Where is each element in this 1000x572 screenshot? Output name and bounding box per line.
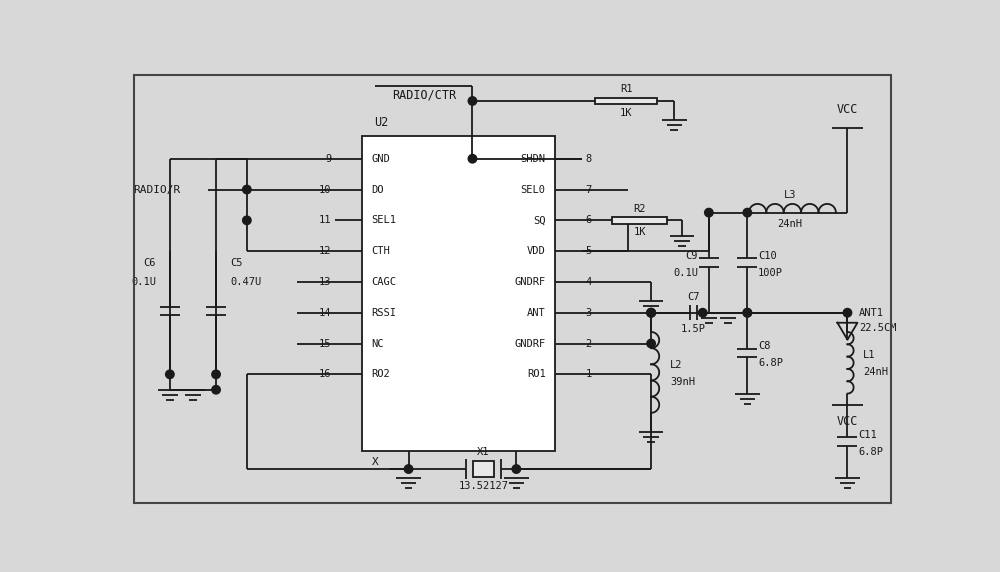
Text: SEL0: SEL0 <box>521 185 546 194</box>
Text: RADIO/R: RADIO/R <box>134 185 181 194</box>
Text: ANT: ANT <box>527 308 546 317</box>
Text: 0.1U: 0.1U <box>673 268 698 277</box>
Text: U2: U2 <box>374 117 388 129</box>
Text: ANT1: ANT1 <box>859 308 884 317</box>
Text: R1: R1 <box>620 85 632 94</box>
Text: 7: 7 <box>586 185 592 194</box>
Text: 100P: 100P <box>758 268 783 277</box>
Text: SEL1: SEL1 <box>372 215 397 225</box>
Circle shape <box>512 465 521 473</box>
Text: RO2: RO2 <box>372 370 390 379</box>
Circle shape <box>698 308 707 317</box>
Text: GND: GND <box>372 154 390 164</box>
Text: 1.5P: 1.5P <box>681 324 706 333</box>
Text: VCC: VCC <box>837 104 858 116</box>
Circle shape <box>212 386 220 394</box>
Text: GNDRF: GNDRF <box>514 339 546 348</box>
Text: 13: 13 <box>319 277 332 287</box>
Circle shape <box>743 308 752 317</box>
Text: R2: R2 <box>633 204 646 214</box>
Text: VCC: VCC <box>837 415 858 428</box>
Circle shape <box>468 154 477 163</box>
Text: C7: C7 <box>687 292 700 302</box>
Text: 13.52127: 13.52127 <box>459 482 509 491</box>
Circle shape <box>166 370 174 379</box>
Text: SHDN: SHDN <box>521 154 546 164</box>
Text: 9: 9 <box>325 154 332 164</box>
Text: DO: DO <box>372 185 384 194</box>
Text: 11: 11 <box>319 215 332 225</box>
Text: SQ: SQ <box>533 215 546 225</box>
Text: 10: 10 <box>319 185 332 194</box>
Circle shape <box>843 308 852 317</box>
Text: 15: 15 <box>319 339 332 348</box>
Circle shape <box>743 308 752 317</box>
Circle shape <box>647 339 655 348</box>
Circle shape <box>743 208 752 217</box>
Text: 5: 5 <box>586 246 592 256</box>
Text: RO1: RO1 <box>527 370 546 379</box>
Text: 6.8P: 6.8P <box>858 447 883 456</box>
Text: X1: X1 <box>477 447 490 456</box>
Bar <box>473 462 494 476</box>
Text: CTH: CTH <box>372 246 390 256</box>
Text: 0.47U: 0.47U <box>230 277 261 287</box>
Text: RADIO/CTR: RADIO/CTR <box>392 88 456 101</box>
Circle shape <box>705 208 713 217</box>
Text: 4: 4 <box>586 277 592 287</box>
Bar <box>595 97 657 105</box>
Bar <box>612 217 667 224</box>
Text: NC: NC <box>372 339 384 348</box>
Circle shape <box>647 308 655 317</box>
Text: 22.5CM: 22.5CM <box>859 323 896 333</box>
Circle shape <box>647 308 655 317</box>
Text: C8: C8 <box>758 341 771 351</box>
Circle shape <box>468 97 477 105</box>
Text: 6: 6 <box>586 215 592 225</box>
Bar <box>362 136 555 451</box>
Text: 0.1U: 0.1U <box>131 277 156 287</box>
Text: 6.8P: 6.8P <box>758 358 783 368</box>
Text: GNDRF: GNDRF <box>514 277 546 287</box>
Text: RSSI: RSSI <box>372 308 397 317</box>
Text: 2: 2 <box>586 339 592 348</box>
Text: L1: L1 <box>863 350 875 360</box>
Circle shape <box>647 308 655 317</box>
Text: 1: 1 <box>586 370 592 379</box>
Text: 16: 16 <box>319 370 332 379</box>
Text: 24nH: 24nH <box>863 367 888 377</box>
Text: 3: 3 <box>586 308 592 317</box>
Text: L3: L3 <box>783 189 796 200</box>
Text: VDD: VDD <box>527 246 546 256</box>
Text: C10: C10 <box>758 251 777 261</box>
Text: C6: C6 <box>143 257 156 268</box>
Text: 39nH: 39nH <box>670 376 695 387</box>
Circle shape <box>243 216 251 225</box>
Text: 1K: 1K <box>620 108 632 117</box>
Circle shape <box>243 185 251 194</box>
Text: X: X <box>372 458 378 467</box>
Text: C9: C9 <box>686 251 698 261</box>
Text: 24nH: 24nH <box>777 219 802 229</box>
Text: 8: 8 <box>586 154 592 164</box>
Circle shape <box>404 465 413 473</box>
Text: CAGC: CAGC <box>372 277 397 287</box>
Text: L2: L2 <box>670 360 683 370</box>
Text: 12: 12 <box>319 246 332 256</box>
Text: C5: C5 <box>230 257 242 268</box>
Text: 1K: 1K <box>633 227 646 237</box>
Circle shape <box>212 370 220 379</box>
Text: C11: C11 <box>858 430 877 440</box>
Text: 14: 14 <box>319 308 332 317</box>
